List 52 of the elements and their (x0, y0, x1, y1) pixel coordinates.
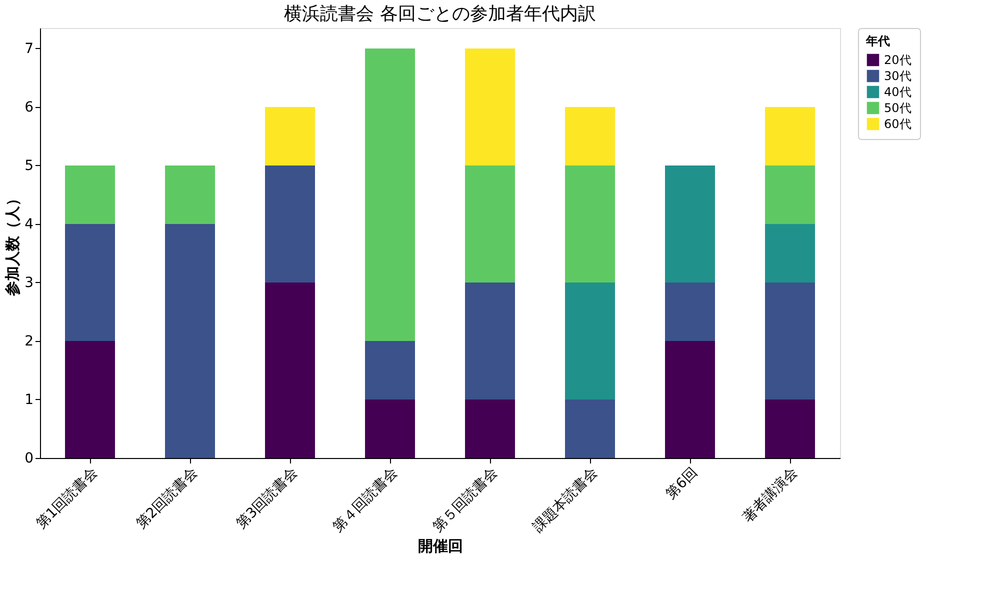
bar (465, 165, 515, 282)
legend-label: 30代 (884, 69, 912, 83)
bar (765, 282, 815, 400)
bar (665, 165, 715, 282)
y-tick-label: 6 (24, 99, 34, 116)
bar (765, 165, 815, 224)
bar (665, 282, 715, 341)
legend-label: 20代 (884, 53, 912, 67)
legend-label: 60代 (884, 117, 912, 131)
y-tick-label: 7 (24, 40, 34, 57)
y-tick-label: 5 (24, 158, 34, 174)
x-tick-label: 第４回読書会 (330, 464, 401, 536)
y-tick-label: 1 (24, 392, 34, 408)
y-tick-label: 0 (24, 450, 34, 466)
x-tick-label: 第５回読書会 (430, 464, 501, 536)
x-tick-label: 第1回読書会 (33, 464, 101, 532)
bar (765, 224, 815, 282)
x-tick-label: 第6回 (663, 464, 701, 502)
x-axis-title: 開催回 (418, 536, 463, 555)
y-axis-title: 参加人数（人） (4, 191, 22, 297)
bar (465, 282, 515, 400)
bar (565, 399, 615, 458)
y-tick-label: 4 (24, 216, 34, 232)
bar (65, 340, 115, 458)
chart-title: 横浜読書会 各回ごとの参加者年代内訳 (284, 4, 596, 24)
legend-label: 40代 (884, 85, 912, 99)
bar (565, 106, 615, 166)
bar (765, 106, 815, 166)
x-tick-label: 課題本読書会 (530, 464, 601, 536)
x-tick-label: 著者講演会 (740, 464, 801, 526)
bar (565, 165, 615, 282)
bar (165, 224, 215, 458)
bar (365, 340, 415, 400)
x-tick-label: 第3回読書会 (233, 464, 301, 532)
bar (665, 340, 715, 458)
bar (265, 282, 315, 458)
bar (765, 399, 815, 458)
bar (165, 165, 215, 224)
bar (365, 399, 415, 458)
y-tick-label: 3 (24, 274, 34, 291)
bar (265, 106, 315, 166)
legend-label: 50代 (884, 101, 912, 115)
bar (265, 165, 315, 282)
bar (565, 282, 615, 400)
y-tick-label: 2 (24, 333, 34, 350)
bar (365, 48, 415, 341)
bar (65, 165, 115, 224)
x-tick-label: 第2回読書会 (133, 464, 201, 532)
legend-title: 年代 (865, 34, 890, 48)
bar (465, 48, 515, 166)
bar (465, 399, 515, 458)
bar (65, 224, 115, 341)
